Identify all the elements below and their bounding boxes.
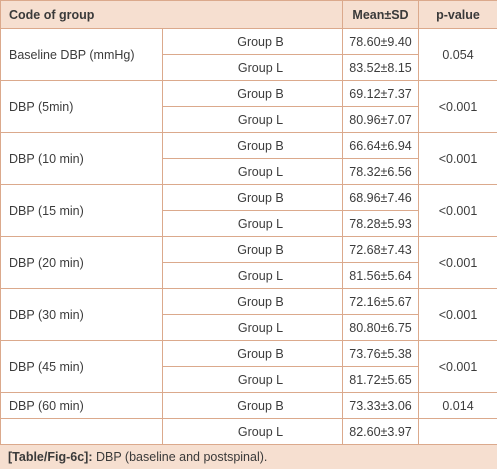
mean-sd-cell: 78.32±6.56 <box>342 158 419 185</box>
p-value-cell: <0.001 <box>418 236 497 289</box>
table-row: DBP (15 min) Group B 68.96±7.46 <0.001 <box>0 184 497 237</box>
row-label: DBP (45 min) <box>0 340 163 393</box>
table-row: Group L 78.28±5.93 <box>1 210 497 237</box>
empty-cell <box>0 418 163 445</box>
group-cell: Group L <box>162 106 343 133</box>
empty-cell <box>418 418 497 445</box>
group-cell: Group B <box>162 184 343 211</box>
mean-sd-cell: 83.52±8.15 <box>342 54 419 81</box>
p-value-cell: <0.001 <box>418 80 497 133</box>
group-cell: Group B <box>162 288 343 315</box>
p-value-cell: <0.001 <box>418 288 497 341</box>
mean-sd-cell: 82.60±3.97 <box>342 418 419 445</box>
row-label: DBP (15 min) <box>0 184 163 237</box>
table-row: Group L 81.72±5.65 <box>1 366 497 393</box>
p-value-cell: 0.014 <box>418 392 497 419</box>
table-row: DBP (20 min) Group B 72.68±7.43 <0.001 <box>0 236 497 289</box>
group-cell: Group B <box>162 132 343 159</box>
group-cell: Group B <box>162 392 343 419</box>
p-value-cell: <0.001 <box>418 132 497 185</box>
table-row: DBP (45 min) Group B 73.76±5.38 <0.001 <box>0 340 497 393</box>
mean-sd-cell: 66.64±6.94 <box>342 132 419 159</box>
p-value-cell: <0.001 <box>418 184 497 237</box>
mean-sd-cell: 72.68±7.43 <box>342 236 419 263</box>
mean-sd-cell: 73.33±3.06 <box>342 392 419 419</box>
table-row: Group L 78.32±6.56 <box>1 158 497 185</box>
group-cell: Group L <box>162 54 343 81</box>
table-row: Group L 83.52±8.15 <box>1 54 497 81</box>
table-row: Group L 81.56±5.64 <box>1 262 497 289</box>
header-row: Code of group Mean±SD p-value <box>0 0 497 29</box>
table-row: DBP (5min) Group B 69.12±7.37 <0.001 <box>0 80 497 133</box>
dbp-table: Code of group Mean±SD p-value Baseline D… <box>0 0 497 445</box>
row-label: DBP (10 min) <box>0 132 163 185</box>
mean-sd-cell: 68.96±7.46 <box>342 184 419 211</box>
group-cell: Group L <box>162 158 343 185</box>
header-mean-sd: Mean±SD <box>342 0 419 29</box>
group-cell: Group L <box>162 210 343 237</box>
group-cell: Group L <box>162 314 343 341</box>
group-cell: Group B <box>162 236 343 263</box>
row-label: DBP (5min) <box>0 80 163 133</box>
row-label: DBP (60 min) <box>0 392 163 419</box>
table-row: Group L 82.60±3.97 <box>0 418 497 445</box>
header-code-of-group: Code of group <box>0 0 343 29</box>
group-cell: Group B <box>162 80 343 107</box>
group-cell: Group L <box>162 366 343 393</box>
row-label: Baseline DBP (mmHg) <box>0 28 163 81</box>
group-cell: Group L <box>162 418 343 445</box>
table-row: Baseline DBP (mmHg) Group B 78.60±9.40 0… <box>0 28 497 81</box>
caption-ref: [Table/Fig-6c]: <box>8 450 93 464</box>
table-row: Group L 80.80±6.75 <box>1 314 497 341</box>
table-row: DBP (60 min) Group B 73.33±3.06 0.014 <box>0 392 497 419</box>
row-label: DBP (30 min) <box>0 288 163 341</box>
mean-sd-cell: 81.72±5.65 <box>342 366 419 393</box>
p-value-cell: 0.054 <box>418 28 497 81</box>
group-cell: Group L <box>162 262 343 289</box>
mean-sd-cell: 73.76±5.38 <box>342 340 419 367</box>
caption-text: DBP (baseline and postspinal). <box>92 450 268 464</box>
mean-sd-cell: 80.80±6.75 <box>342 314 419 341</box>
table-row: DBP (10 min) Group B 66.64±6.94 <0.001 <box>0 132 497 185</box>
p-value-cell: <0.001 <box>418 340 497 393</box>
header-p-value: p-value <box>418 0 497 29</box>
mean-sd-cell: 78.60±9.40 <box>342 28 419 55</box>
group-cell: Group B <box>162 28 343 55</box>
table-row: DBP (30 min) Group B 72.16±5.67 <0.001 <box>0 288 497 341</box>
row-label: DBP (20 min) <box>0 236 163 289</box>
mean-sd-cell: 72.16±5.67 <box>342 288 419 315</box>
mean-sd-cell: 78.28±5.93 <box>342 210 419 237</box>
mean-sd-cell: 80.96±7.07 <box>342 106 419 133</box>
table-caption: [Table/Fig-6c]: DBP (baseline and postsp… <box>0 444 497 469</box>
group-cell: Group B <box>162 340 343 367</box>
mean-sd-cell: 81.56±5.64 <box>342 262 419 289</box>
mean-sd-cell: 69.12±7.37 <box>342 80 419 107</box>
